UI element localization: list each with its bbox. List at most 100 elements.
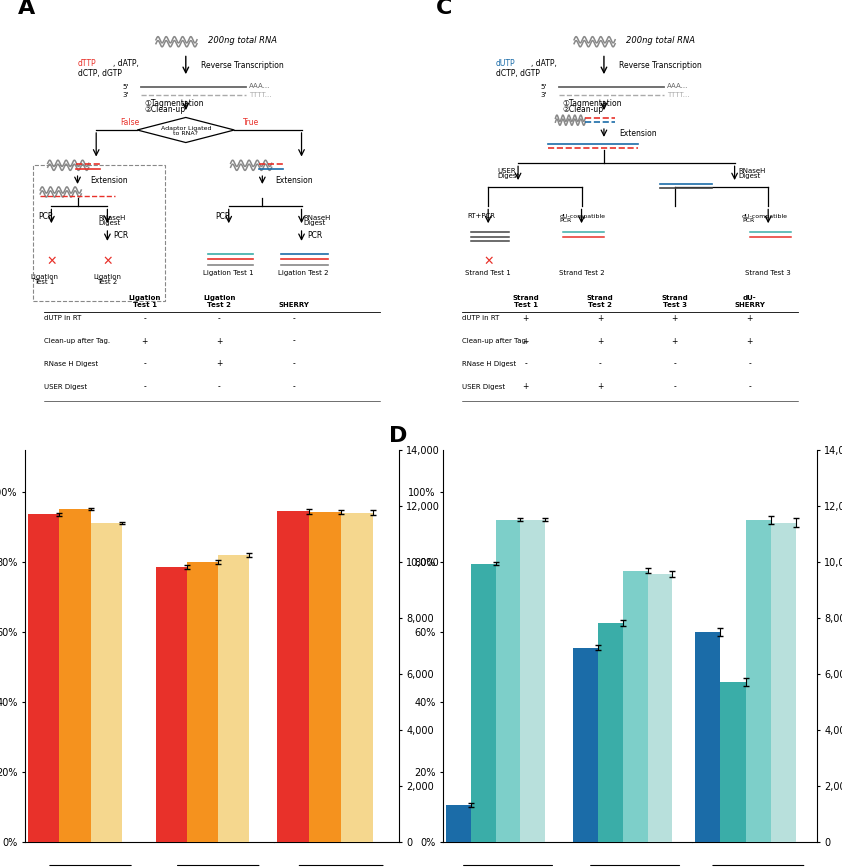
Text: 3': 3' <box>541 92 546 98</box>
Text: +: + <box>522 313 529 323</box>
Text: -: - <box>143 359 147 368</box>
Text: dUTP: dUTP <box>496 59 515 68</box>
Text: TTTT...: TTTT... <box>668 92 690 98</box>
Text: +: + <box>141 337 148 345</box>
Text: -: - <box>293 337 296 345</box>
Text: True: True <box>243 118 259 127</box>
Text: +: + <box>597 382 604 391</box>
Text: Clean-up after Tag.: Clean-up after Tag. <box>462 338 528 344</box>
Bar <box>720 682 746 842</box>
Text: USER Digest: USER Digest <box>44 384 87 390</box>
Text: +: + <box>746 337 753 345</box>
Bar <box>309 512 341 842</box>
Text: -: - <box>218 313 221 323</box>
Text: Test 1: Test 1 <box>34 279 54 286</box>
Text: -: - <box>293 313 296 323</box>
Text: dU-compatible: dU-compatible <box>742 214 788 219</box>
Text: +: + <box>746 313 753 323</box>
Text: dUTP in RT: dUTP in RT <box>44 315 82 321</box>
Text: Digest: Digest <box>498 173 520 179</box>
Text: +: + <box>522 382 529 391</box>
Text: ①Tagmentation: ①Tagmentation <box>562 99 622 108</box>
Text: RT+PCR: RT+PCR <box>467 214 496 220</box>
Text: AAA...: AAA... <box>668 82 689 89</box>
Bar <box>647 574 673 842</box>
Text: False: False <box>120 118 140 127</box>
Bar <box>623 570 647 842</box>
Bar <box>60 510 90 842</box>
Text: 5': 5' <box>122 84 129 90</box>
Text: Reverse Transcription: Reverse Transcription <box>200 61 284 69</box>
Text: -: - <box>599 359 601 368</box>
Text: Digest: Digest <box>98 220 120 226</box>
Text: Strand Test 2: Strand Test 2 <box>559 270 605 276</box>
Text: RNaseH: RNaseH <box>98 215 125 221</box>
Text: PCR: PCR <box>113 232 128 240</box>
Text: +: + <box>522 337 529 345</box>
Text: ✕: ✕ <box>483 255 493 268</box>
Bar <box>277 511 309 842</box>
Text: 3': 3' <box>122 92 129 98</box>
Text: +: + <box>216 359 222 368</box>
Text: D: D <box>389 426 407 446</box>
Text: A: A <box>18 0 35 18</box>
Text: +: + <box>216 337 222 345</box>
Text: +: + <box>672 313 678 323</box>
Text: USER Digest: USER Digest <box>462 384 505 390</box>
Text: SHERRY: SHERRY <box>279 302 310 308</box>
Polygon shape <box>137 117 234 142</box>
Text: Strand
Test 3: Strand Test 3 <box>662 295 688 308</box>
Text: PCR: PCR <box>742 219 754 223</box>
Text: ①Tagmentation: ①Tagmentation <box>145 99 205 108</box>
Text: RNaseH: RNaseH <box>738 168 765 174</box>
Text: dU-
SHERRY: dU- SHERRY <box>734 295 765 308</box>
Text: +: + <box>597 337 604 345</box>
Text: ②Clean-up: ②Clean-up <box>562 105 604 114</box>
Text: -: - <box>749 359 751 368</box>
Text: Ligation
Test 2: Ligation Test 2 <box>203 295 236 308</box>
Text: RNase H Digest: RNase H Digest <box>44 361 98 367</box>
Text: Ligation: Ligation <box>93 274 121 280</box>
Text: Extension: Extension <box>275 175 313 185</box>
Text: +: + <box>597 313 604 323</box>
Text: to RNA?: to RNA? <box>173 131 199 136</box>
Text: Test 2: Test 2 <box>98 279 118 286</box>
Text: dCTP, dGTP: dCTP, dGTP <box>77 69 121 77</box>
Text: C: C <box>436 0 452 18</box>
Text: ✕: ✕ <box>102 255 113 268</box>
Text: -: - <box>218 382 221 391</box>
Bar <box>156 567 187 842</box>
Bar <box>446 806 471 842</box>
Text: PCR: PCR <box>39 212 54 220</box>
Bar <box>771 523 797 842</box>
Bar <box>187 562 218 842</box>
Text: -: - <box>749 382 751 391</box>
Text: 5': 5' <box>541 84 546 90</box>
Text: ②Clean-up: ②Clean-up <box>145 105 186 114</box>
Text: Strand
Test 1: Strand Test 1 <box>512 295 539 308</box>
Text: Ligation Test 2: Ligation Test 2 <box>278 270 328 276</box>
Text: ✕: ✕ <box>46 255 56 268</box>
Text: -: - <box>674 382 676 391</box>
Text: Ligation Test 1: Ligation Test 1 <box>204 270 254 276</box>
Text: Strand Test 1: Strand Test 1 <box>466 270 511 276</box>
Text: 200ng total RNA: 200ng total RNA <box>208 36 277 45</box>
Text: -: - <box>525 359 527 368</box>
Text: Extension: Extension <box>91 175 128 185</box>
Text: Digest: Digest <box>738 173 760 179</box>
Text: Strand
Test 2: Strand Test 2 <box>587 295 614 308</box>
Bar <box>218 555 249 842</box>
Text: TTTT...: TTTT... <box>249 92 272 98</box>
Text: Strand Test 3: Strand Test 3 <box>745 270 791 276</box>
Bar <box>29 515 60 842</box>
Text: PCR: PCR <box>307 232 322 240</box>
Text: Digest: Digest <box>303 220 326 226</box>
Text: dCTP, dGTP: dCTP, dGTP <box>496 69 540 77</box>
Text: 200ng total RNA: 200ng total RNA <box>626 36 695 45</box>
Bar <box>598 623 623 842</box>
Text: -: - <box>293 382 296 391</box>
Text: RNaseH: RNaseH <box>303 215 331 221</box>
Text: Adaptor Ligated: Adaptor Ligated <box>161 126 211 130</box>
Text: PCR: PCR <box>559 219 572 223</box>
Text: AAA...: AAA... <box>249 82 270 89</box>
